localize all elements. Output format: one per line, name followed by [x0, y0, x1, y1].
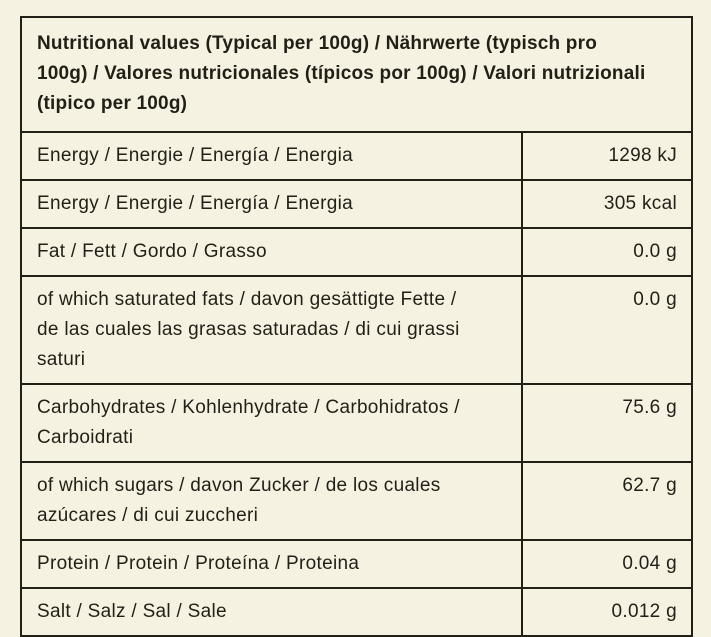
row-value: 75.6 g: [622, 397, 677, 418]
row-value: 0.04 g: [622, 553, 677, 574]
table-row: Salt / Salz / Sal / Sale 0.012 g: [22, 589, 691, 635]
row-label: Protein / Protein / Proteína / Proteina: [22, 541, 523, 587]
row-label: Energy / Energie / Energía / Energia: [22, 133, 523, 179]
table-row: Fat / Fett / Gordo / Grasso 0.0 g: [22, 229, 691, 277]
row-label: of which saturated fats / davon gesättig…: [22, 277, 523, 383]
row-value: 0.0 g: [633, 289, 677, 310]
row-value: 305 kcal: [603, 193, 677, 214]
row-value: 0.0 g: [633, 241, 677, 262]
row-label: of which sugars / davon Zucker / de los …: [22, 463, 523, 539]
row-label: Salt / Salz / Sal / Sale: [22, 589, 523, 635]
row-label: Carbohydrates / Kohlenhydrate / Carbohid…: [22, 385, 523, 461]
table-row: Energy / Energie / Energía / Energia 305…: [22, 181, 691, 229]
row-label: Fat / Fett / Gordo / Grasso: [22, 229, 523, 275]
row-value: 1298 kJ: [608, 145, 677, 166]
table-row: Protein / Protein / Proteína / Proteina …: [22, 541, 691, 589]
table-row: of which saturated fats / davon gesättig…: [22, 277, 691, 385]
table-title: Nutritional values (Typical per 100g) / …: [37, 33, 646, 114]
nutrition-table: Nutritional values (Typical per 100g) / …: [20, 16, 693, 637]
table-row: of which sugars / davon Zucker / de los …: [22, 463, 691, 541]
row-value: 62.7 g: [622, 475, 677, 496]
table-row: Carbohydrates / Kohlenhydrate / Carbohid…: [22, 385, 691, 463]
table-row: Energy / Energie / Energía / Energia 129…: [22, 133, 691, 181]
table-header-cell: Nutritional values (Typical per 100g) / …: [22, 18, 691, 133]
row-value: 0.012 g: [611, 601, 677, 622]
row-label: Energy / Energie / Energía / Energia: [22, 181, 523, 227]
